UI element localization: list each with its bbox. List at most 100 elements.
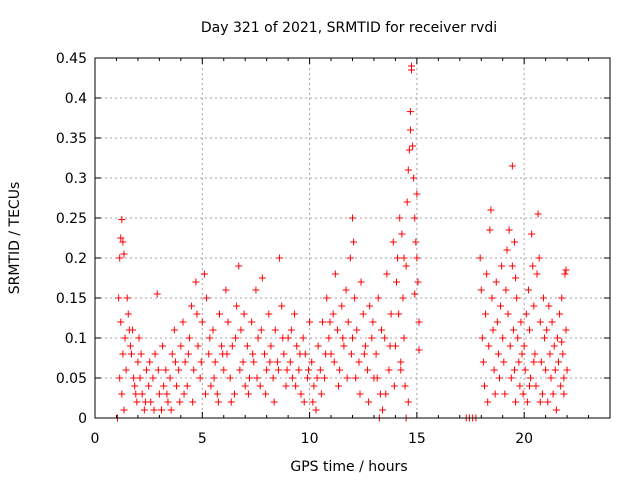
data-point [356,390,364,398]
data-point [207,382,215,390]
data-point [512,398,520,406]
data-point [530,358,538,366]
data-point [233,302,241,310]
data-point [349,214,356,222]
data-point [502,286,510,294]
data-point [300,398,308,406]
data-point [550,342,558,350]
data-point [366,302,374,310]
data-point [226,374,234,382]
data-point [504,310,512,318]
data-point [198,318,206,326]
data-point [197,358,205,366]
data-point [133,398,141,406]
data-point [398,230,406,238]
data-point [230,390,238,398]
data-point [522,310,530,318]
y-tick-label: 0.3 [65,171,87,187]
data-point [312,406,320,414]
data-point [400,254,408,262]
data-point [167,406,175,414]
data-point [192,278,200,286]
data-point [213,390,221,398]
data-point [130,374,138,382]
data-point [151,350,159,358]
data-point [346,254,354,262]
data-point [409,142,417,150]
data-point [248,318,256,326]
data-point [303,374,311,382]
data-point [415,346,423,354]
data-point [479,358,487,366]
data-point [323,294,331,302]
data-point [132,390,140,398]
data-point [509,326,517,334]
y-tick-label: 0.45 [56,51,87,67]
x-tick-label: 10 [301,431,319,447]
data-point [237,326,245,334]
data-point [117,234,125,242]
data-point [405,146,413,154]
data-point [377,326,385,334]
data-point [369,318,377,326]
data-point [374,294,382,302]
data-point [552,406,560,414]
data-point [372,350,380,358]
data-point [117,318,125,326]
data-point [325,334,333,342]
y-tick-label: 0.15 [56,291,87,307]
data-point [511,238,519,246]
data-point [150,406,158,414]
data-point [404,166,412,174]
data-point [211,358,219,366]
data-point [116,254,124,262]
data-point [293,342,301,350]
data-point [411,214,419,222]
data-point [140,406,148,414]
data-point [220,366,228,374]
data-point [137,350,145,358]
data-point [306,318,314,326]
data-point [381,334,389,342]
data-point [359,310,367,318]
x-tick-label: 15 [408,431,426,447]
data-point [154,366,162,374]
data-point [562,266,570,274]
data-point [257,326,265,334]
data-point [528,230,536,238]
data-point [543,326,551,334]
data-point [146,358,154,366]
data-point [559,350,567,358]
data-point [122,366,130,374]
data-point [168,350,176,358]
data-point [478,334,486,342]
data-point [560,374,568,382]
data-point [406,108,414,116]
y-tick-label: 0.25 [56,211,87,227]
data-point [503,246,511,254]
data-point [558,294,566,302]
data-point [206,334,214,342]
data-point [352,374,360,382]
x-tick-label: 0 [91,431,100,447]
data-point [537,358,545,366]
data-point [357,278,365,286]
data-point [558,338,566,346]
data-point [402,262,410,270]
data-point [120,250,128,258]
data-point [190,366,198,374]
data-point [561,270,569,278]
data-point [166,374,174,382]
data-point [534,210,542,218]
data-point [326,318,334,326]
data-point [538,390,546,398]
data-point [546,350,554,358]
data-point [134,358,142,366]
data-point [413,254,421,262]
data-point [527,374,535,382]
data-point [193,310,201,318]
data-point [330,358,338,366]
y-tick-label: 0.05 [56,371,87,387]
data-point [351,294,359,302]
